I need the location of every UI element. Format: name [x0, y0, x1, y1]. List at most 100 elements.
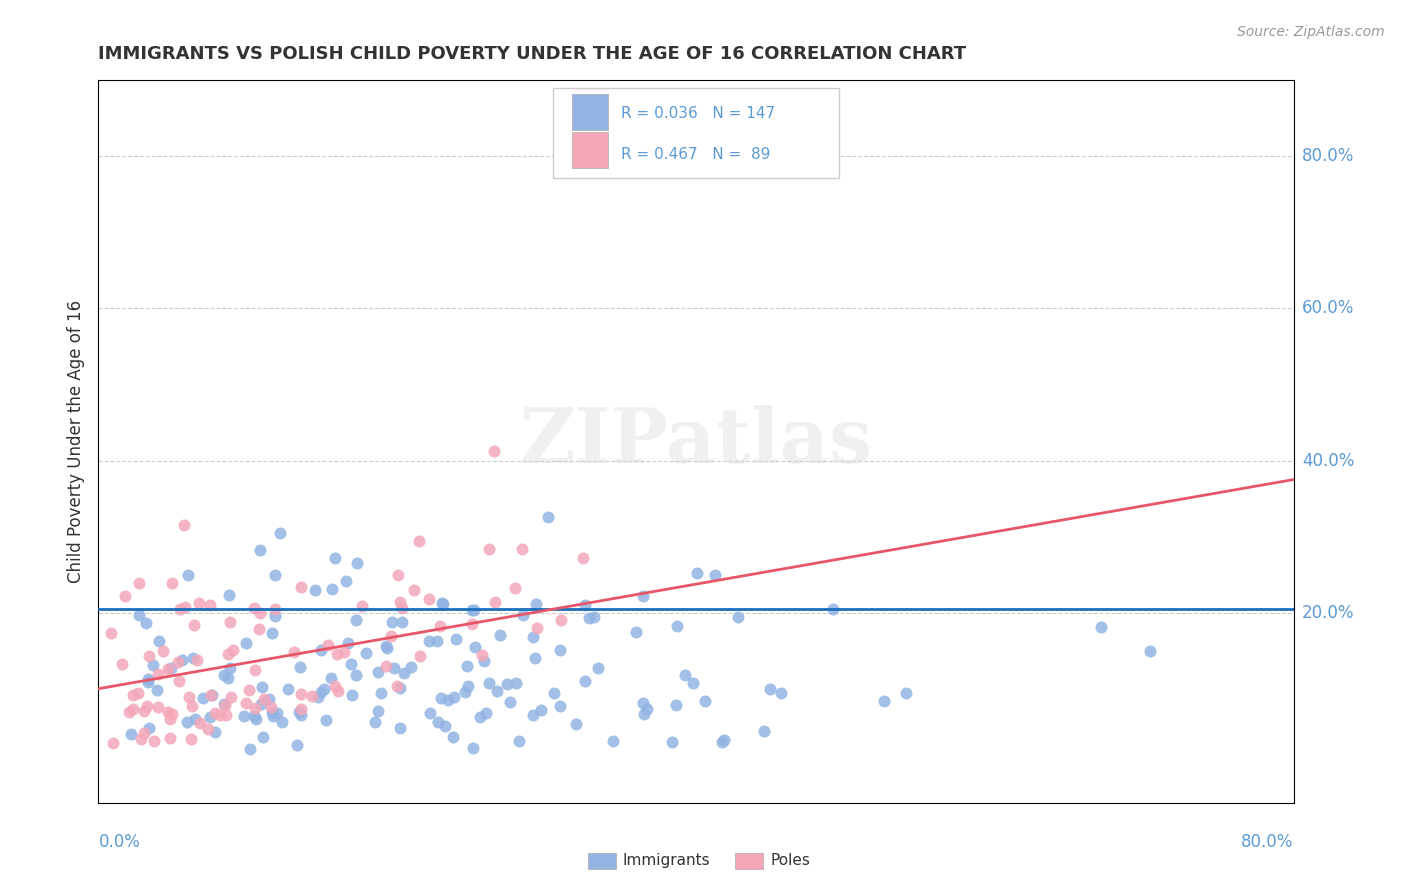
Point: [402, 582, 425, 597]
Point: [693, 693, 716, 707]
Point: [896, 686, 918, 700]
Point: [408, 648, 430, 663]
Point: [262, 709, 284, 723]
Point: [478, 542, 501, 557]
Point: [159, 712, 181, 726]
Point: [285, 739, 308, 753]
Point: [180, 732, 202, 747]
Point: [344, 667, 367, 681]
Point: [430, 597, 453, 611]
Point: [478, 676, 501, 690]
Point: [633, 706, 655, 721]
Text: 40.0%: 40.0%: [1302, 451, 1354, 469]
Point: [505, 676, 527, 690]
Point: [489, 628, 512, 642]
Point: [250, 697, 273, 711]
Point: [271, 714, 294, 729]
Point: [204, 706, 226, 720]
Point: [148, 700, 170, 714]
Point: [543, 686, 565, 700]
Point: [461, 602, 484, 616]
Point: [134, 726, 156, 740]
Point: [173, 518, 195, 533]
Point: [177, 567, 200, 582]
Point: [212, 698, 235, 712]
Point: [304, 582, 326, 597]
Point: [624, 625, 647, 640]
Point: [160, 575, 183, 590]
Point: [565, 716, 588, 731]
Point: [571, 550, 593, 565]
Point: [335, 574, 357, 588]
Point: [156, 662, 179, 676]
Bar: [735, 853, 763, 869]
Point: [769, 686, 792, 700]
Point: [181, 699, 204, 714]
FancyBboxPatch shape: [572, 132, 607, 169]
Point: [759, 681, 782, 696]
Point: [426, 714, 449, 729]
Point: [138, 649, 160, 664]
Point: [385, 679, 408, 693]
Point: [444, 632, 467, 646]
Point: [323, 551, 346, 566]
Point: [321, 582, 343, 596]
Point: [209, 708, 232, 723]
Text: R = 0.467   N =  89: R = 0.467 N = 89: [620, 147, 770, 161]
Point: [307, 690, 329, 704]
Point: [661, 735, 683, 749]
Point: [257, 692, 280, 706]
Point: [204, 725, 226, 739]
Point: [156, 706, 179, 720]
Point: [460, 617, 482, 632]
Point: [432, 597, 454, 611]
Text: Source: ZipAtlas.com: Source: ZipAtlas.com: [1237, 25, 1385, 39]
Point: [238, 683, 260, 698]
Point: [418, 634, 440, 648]
Point: [239, 741, 262, 756]
Point: [188, 716, 211, 731]
Point: [524, 650, 547, 665]
Point: [703, 568, 725, 582]
Point: [167, 673, 190, 688]
Text: 80.0%: 80.0%: [1241, 833, 1294, 851]
Point: [252, 730, 274, 744]
Point: [290, 580, 312, 594]
Point: [114, 590, 136, 604]
Point: [457, 679, 479, 693]
Point: [221, 643, 243, 657]
Text: IMMIGRANTS VS POLISH CHILD POVERTY UNDER THE AGE OF 16 CORRELATION CHART: IMMIGRANTS VS POLISH CHILD POVERTY UNDER…: [98, 45, 966, 63]
Point: [337, 636, 360, 650]
Point: [243, 664, 266, 678]
Point: [464, 640, 486, 654]
Point: [214, 668, 236, 682]
Point: [200, 688, 222, 702]
Point: [243, 709, 266, 723]
Bar: [588, 853, 616, 869]
Point: [121, 688, 143, 702]
Point: [364, 714, 387, 729]
Point: [170, 653, 193, 667]
Point: [503, 582, 526, 596]
Point: [574, 673, 596, 688]
Point: [548, 698, 571, 713]
Point: [419, 706, 441, 721]
Text: Immigrants: Immigrants: [623, 854, 710, 868]
Point: [485, 684, 508, 698]
Point: [550, 613, 572, 627]
Text: R = 0.036   N = 147: R = 0.036 N = 147: [620, 106, 775, 121]
Point: [375, 640, 398, 654]
Point: [522, 631, 544, 645]
Point: [122, 702, 145, 716]
Point: [429, 691, 451, 706]
Point: [143, 734, 166, 748]
Point: [673, 667, 696, 681]
Point: [636, 701, 658, 715]
Point: [508, 733, 530, 747]
Point: [391, 615, 413, 629]
Point: [354, 646, 377, 660]
Point: [287, 705, 309, 719]
Point: [463, 603, 485, 617]
Point: [752, 723, 775, 738]
Point: [316, 638, 339, 652]
